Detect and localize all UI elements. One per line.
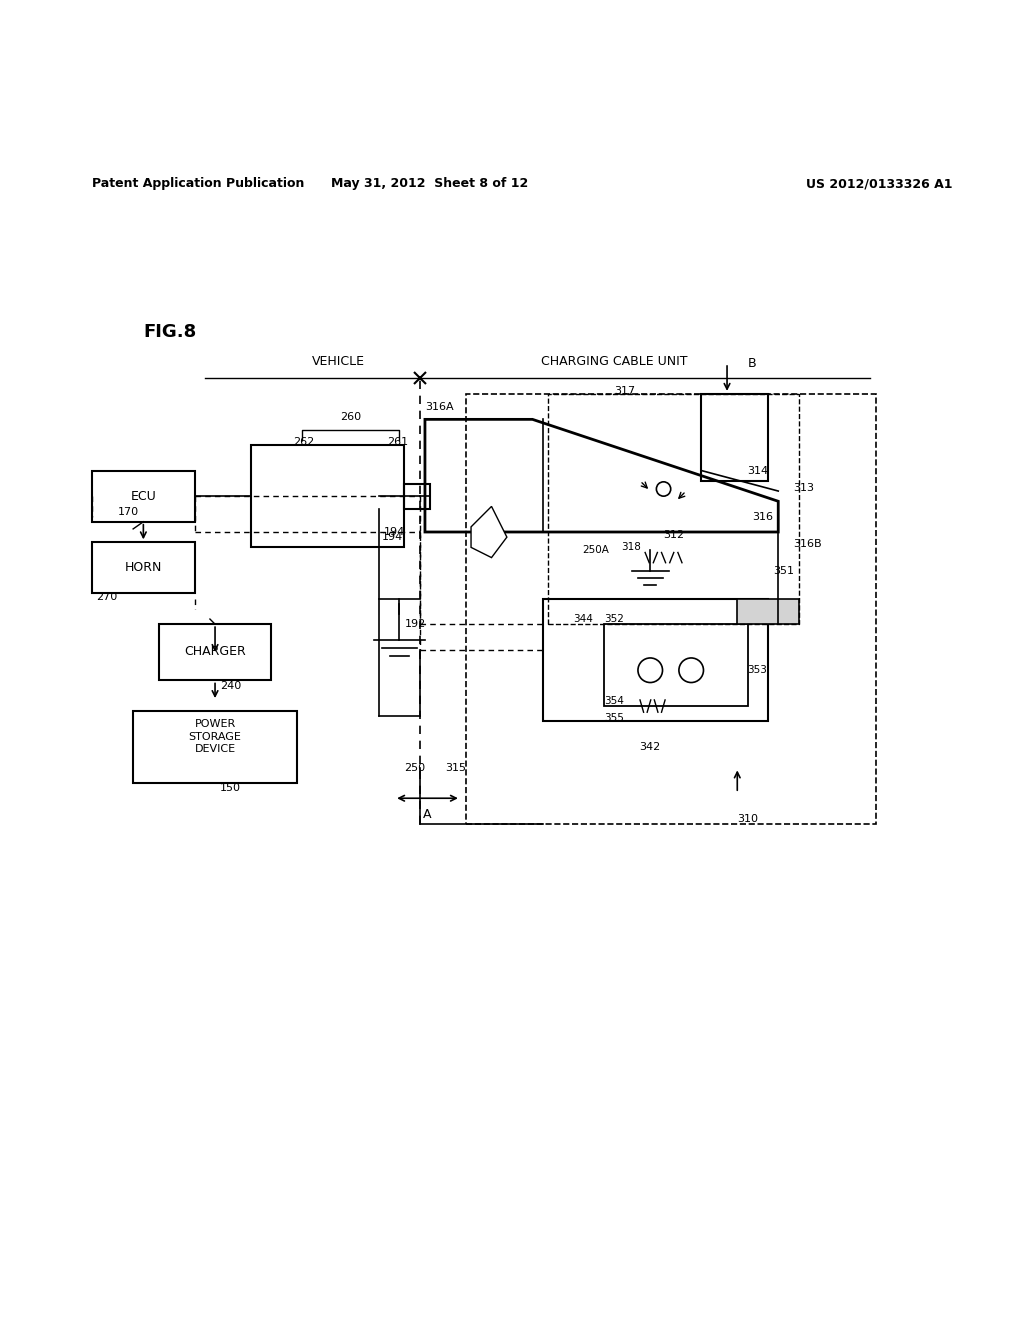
Bar <box>548 393 799 624</box>
Text: 260: 260 <box>340 412 360 422</box>
Text: 262: 262 <box>294 437 314 446</box>
Text: FIG.8: FIG.8 <box>143 323 197 342</box>
Text: CHARGING CABLE UNIT: CHARGING CABLE UNIT <box>541 355 688 368</box>
Text: HORN: HORN <box>125 561 162 574</box>
Text: Patent Application Publication: Patent Application Publication <box>92 177 304 190</box>
Bar <box>133 711 297 783</box>
Text: 316B: 316B <box>794 540 822 549</box>
Bar <box>466 393 876 824</box>
Bar <box>92 470 195 521</box>
Text: 194: 194 <box>382 532 403 543</box>
Bar <box>404 484 430 510</box>
Text: 240: 240 <box>220 681 242 690</box>
Text: CHARGER: CHARGER <box>184 645 246 659</box>
Text: 317: 317 <box>614 385 635 396</box>
Polygon shape <box>471 507 507 557</box>
Text: 270: 270 <box>96 591 118 602</box>
Text: 353: 353 <box>748 665 767 676</box>
Text: 261: 261 <box>387 437 408 446</box>
Text: 314: 314 <box>748 466 769 475</box>
Bar <box>251 445 404 548</box>
Text: VEHICLE: VEHICLE <box>311 355 365 368</box>
Bar <box>604 624 748 706</box>
Bar <box>92 543 195 594</box>
Bar <box>543 598 768 722</box>
Bar <box>701 393 768 480</box>
Bar <box>159 624 271 681</box>
Text: 150: 150 <box>220 783 242 793</box>
Text: 316A: 316A <box>425 403 454 412</box>
Text: 170: 170 <box>118 507 139 516</box>
Text: 315: 315 <box>445 763 467 772</box>
Text: 344: 344 <box>573 614 593 624</box>
Text: 192: 192 <box>404 619 426 630</box>
Text: US 2012/0133326 A1: US 2012/0133326 A1 <box>806 177 952 190</box>
Bar <box>737 598 799 624</box>
Text: 250: 250 <box>403 763 425 772</box>
Text: 354: 354 <box>604 696 624 706</box>
Text: 312: 312 <box>664 531 685 540</box>
Text: 351: 351 <box>773 566 795 576</box>
Text: 318: 318 <box>622 543 641 552</box>
Text: 316: 316 <box>753 512 774 521</box>
Text: 352: 352 <box>604 614 624 624</box>
Text: POWER
STORAGE
DEVICE: POWER STORAGE DEVICE <box>188 719 242 754</box>
Text: B: B <box>748 356 756 370</box>
Text: A: A <box>423 808 431 821</box>
Text: 250A: 250A <box>583 545 609 556</box>
Text: May 31, 2012  Sheet 8 of 12: May 31, 2012 Sheet 8 of 12 <box>332 177 528 190</box>
Text: 310: 310 <box>737 813 759 824</box>
Text: ECU: ECU <box>130 490 157 503</box>
Text: 194: 194 <box>384 527 406 537</box>
Text: 342: 342 <box>640 742 660 752</box>
Text: 313: 313 <box>794 483 815 492</box>
Text: 355: 355 <box>604 713 624 723</box>
